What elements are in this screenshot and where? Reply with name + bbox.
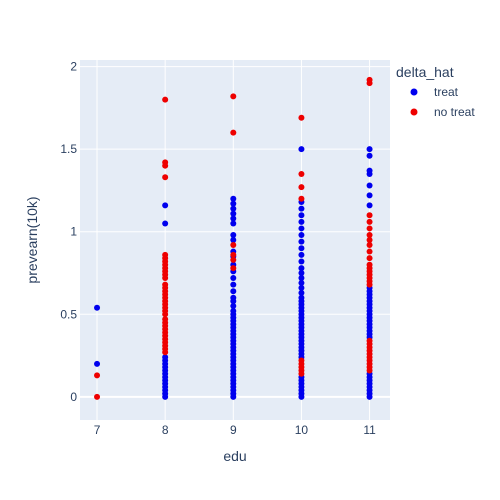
data-point[interactable] [230,303,237,310]
legend-title: delta_hat [396,64,454,80]
data-point[interactable] [366,152,373,159]
data-point[interactable] [162,311,169,318]
data-point[interactable] [366,212,373,219]
data-point[interactable] [230,274,237,281]
data-point[interactable] [298,146,305,153]
data-point[interactable] [298,245,305,252]
legend-label-no-treat: no treat [434,105,475,119]
data-point[interactable] [366,255,373,262]
data-point[interactable] [366,192,373,199]
x-tick-label: 9 [230,423,237,437]
data-point[interactable] [298,284,305,291]
data-point[interactable] [230,256,237,263]
data-point[interactable] [366,393,373,400]
data-point[interactable] [162,96,169,103]
x-tick-label: 8 [162,423,169,437]
data-point[interactable] [366,80,373,87]
data-point[interactable] [230,129,237,136]
data-point[interactable] [230,215,237,222]
legend-marker-no-treat [410,108,418,116]
data-point[interactable] [298,184,305,191]
series-treat [94,146,373,400]
legend-label-treat: treat [434,85,459,99]
data-point[interactable] [230,232,237,239]
data-point[interactable] [94,304,101,311]
data-point[interactable] [366,241,373,248]
data-point[interactable] [366,367,373,374]
y-tick-label: 0.5 [60,307,77,321]
data-point[interactable] [162,162,169,169]
y-tick-label: 2 [70,60,77,74]
data-point[interactable] [298,232,305,239]
x-tick-label: 7 [94,423,101,437]
x-axis-title: edu [223,448,246,464]
data-point[interactable] [298,212,305,219]
series-no-treat [94,76,373,400]
data-point[interactable] [366,218,373,225]
data-point[interactable] [298,270,305,277]
data-point[interactable] [230,265,237,272]
data-point[interactable] [230,220,237,227]
data-point[interactable] [230,205,237,212]
data-point[interactable] [298,279,305,286]
data-point[interactable] [366,170,373,177]
data-point[interactable] [162,349,169,356]
data-point[interactable] [230,93,237,100]
y-tick-label: 1.5 [60,142,77,156]
data-point[interactable] [298,225,305,232]
data-point[interactable] [230,393,237,400]
data-point[interactable] [298,251,305,258]
data-point[interactable] [298,265,305,272]
legend-marker-treat [410,88,418,96]
data-point[interactable] [94,372,101,379]
data-point[interactable] [230,251,237,258]
legend[interactable]: delta_hat treat no treat [396,64,475,119]
data-point[interactable] [298,370,305,377]
x-tick-label: 11 [363,423,376,437]
data-point[interactable] [230,298,237,305]
data-point[interactable] [94,360,101,367]
data-point[interactable] [230,237,237,243]
data-point[interactable] [298,218,305,225]
data-point[interactable] [366,248,373,255]
data-point[interactable] [298,170,305,177]
data-point[interactable] [366,202,373,209]
data-point[interactable] [366,237,373,243]
y-axis-ticks: 0 0.5 1 1.5 2 [60,60,77,404]
data-point[interactable] [162,274,169,281]
data-point[interactable] [298,238,305,245]
data-points [94,76,373,400]
y-tick-label: 0 [70,390,77,404]
x-axis-ticks: 7 8 9 10 11 [94,423,376,437]
data-point[interactable] [230,200,237,207]
data-point[interactable] [298,289,305,296]
x-tick-label: 10 [295,423,309,437]
data-point[interactable] [162,174,169,181]
data-point[interactable] [366,146,373,153]
data-point[interactable] [366,232,373,239]
data-point[interactable] [162,220,169,227]
data-point[interactable] [230,210,237,217]
y-axis-title: prevearn(10k) [24,196,40,283]
data-point[interactable] [162,393,169,400]
data-point[interactable] [298,258,305,265]
data-point[interactable] [230,288,237,295]
data-point[interactable] [298,195,305,202]
data-point[interactable] [162,202,169,209]
data-point[interactable] [298,274,305,281]
data-point[interactable] [366,281,373,288]
legend-item-treat[interactable]: treat [410,85,459,99]
data-point[interactable] [298,393,305,400]
data-point[interactable] [230,281,237,288]
data-point[interactable] [230,195,237,202]
y-tick-label: 1 [70,225,77,239]
legend-item-no-treat[interactable]: no treat [410,105,476,119]
data-point[interactable] [366,225,373,232]
data-point[interactable] [230,241,237,248]
data-point[interactable] [94,393,101,400]
data-point[interactable] [298,114,305,121]
data-point[interactable] [366,182,373,189]
data-point[interactable] [298,205,305,212]
